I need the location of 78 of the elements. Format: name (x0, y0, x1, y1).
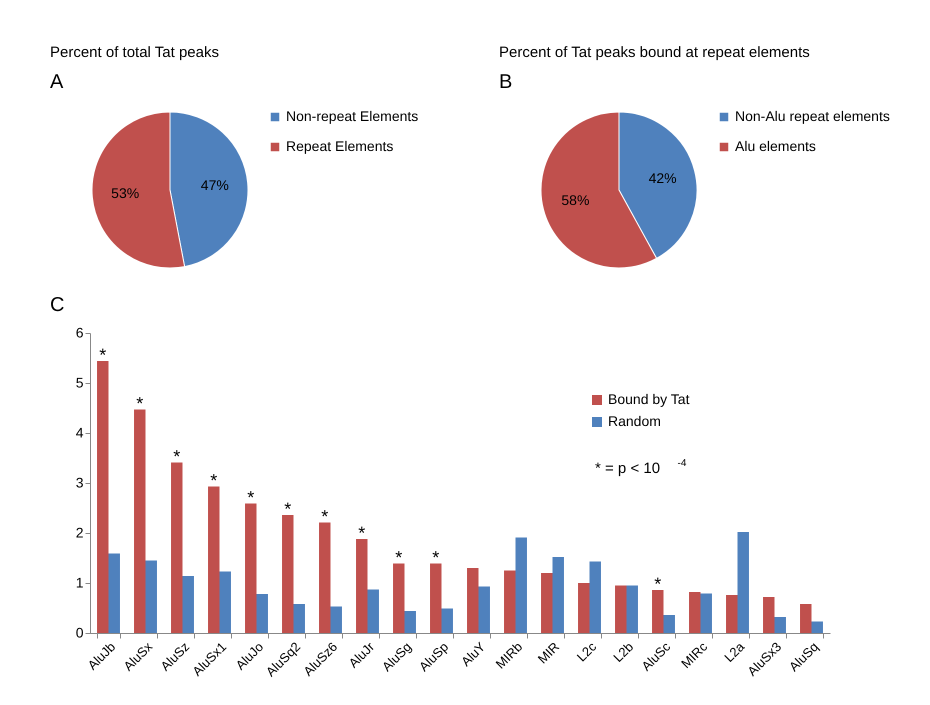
legend-label: Non-repeat Elements (286, 108, 418, 124)
annotation: * (210, 470, 218, 490)
y-tick-label: 4 (76, 424, 84, 440)
bar (700, 594, 712, 633)
text: A (50, 71, 64, 93)
bar (812, 622, 823, 633)
bar (664, 615, 675, 633)
bar (504, 570, 516, 633)
bar (282, 515, 294, 633)
x-tick-label: MIR (534, 639, 562, 667)
bar (404, 611, 416, 633)
bar (763, 597, 774, 633)
bar (442, 608, 453, 633)
bar (578, 583, 590, 633)
bar (615, 586, 626, 633)
bar (294, 604, 305, 633)
bar (182, 576, 194, 633)
annotation: * (358, 523, 366, 543)
bar (478, 586, 490, 633)
legend-label: Non-Alu repeat elements (735, 108, 890, 124)
bar (590, 562, 601, 633)
bar (368, 590, 379, 633)
bar (319, 522, 330, 633)
bar (467, 568, 478, 633)
data-label: 58% (561, 192, 590, 208)
bar (800, 604, 812, 633)
y-tick-label: 2 (76, 524, 84, 540)
bar (626, 586, 638, 633)
bar (689, 592, 700, 633)
legend-label: Bound by Tat (608, 391, 690, 407)
data-label: 47% (200, 176, 229, 193)
bar (738, 532, 749, 633)
bar (774, 617, 786, 633)
x-tick-label: L2b (610, 639, 636, 666)
bar (97, 361, 108, 633)
bar (726, 595, 738, 633)
legend-label: Random (608, 413, 661, 429)
annotation: * (432, 548, 440, 568)
y-tick-label: 5 (76, 374, 84, 390)
bar (356, 539, 368, 633)
text: C (50, 294, 64, 316)
y-tick-label: 6 (76, 324, 84, 340)
annotation: * (136, 394, 144, 414)
bar (516, 538, 527, 633)
bar (393, 564, 404, 633)
legend-label: Repeat Elements (286, 138, 394, 154)
bar (146, 560, 157, 633)
chart-title: Percent of Tat peaks bound at repeat elements (499, 44, 810, 61)
y-tick-label: 3 (76, 474, 84, 490)
bar (430, 564, 442, 633)
text: B (499, 71, 512, 93)
bar (541, 573, 552, 633)
annotation: * (321, 506, 328, 526)
bar (245, 504, 256, 633)
chart-title: Percent of total Tat peaks (50, 44, 219, 61)
annotation: * (247, 488, 254, 508)
bar (220, 572, 231, 633)
x-tick-label: L2c (574, 638, 600, 665)
bar (134, 410, 146, 633)
annotation: * (173, 446, 180, 466)
bar (552, 557, 564, 633)
legend-label: Alu elements (735, 138, 816, 154)
annotation: * = p < 10-4 (595, 458, 687, 477)
data-label: 42% (648, 170, 677, 186)
x-tick-label: L2a (721, 638, 748, 666)
bar (652, 590, 664, 633)
annotation: * (654, 574, 662, 594)
bar (108, 554, 120, 633)
bar (330, 606, 342, 633)
y-tick-label: 1 (76, 574, 84, 590)
annotation: * (284, 499, 292, 519)
annotation: * (395, 548, 402, 568)
y-tick-label: 0 (76, 624, 84, 640)
bar (256, 594, 268, 633)
data-label: 53% (111, 185, 140, 202)
annotation: * (99, 345, 106, 365)
bar (208, 486, 220, 633)
bar (171, 462, 182, 633)
